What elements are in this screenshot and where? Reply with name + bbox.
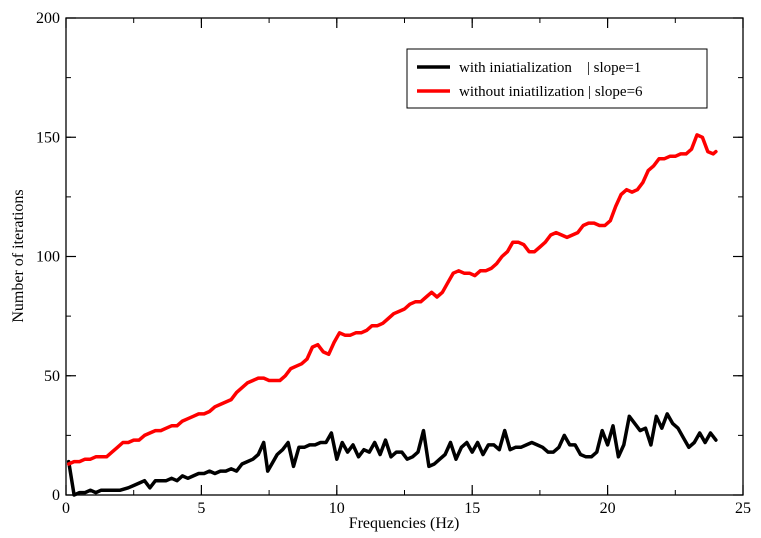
legend: with iniatialization | slope=1 without i… bbox=[406, 48, 708, 109]
y-tick-label: 100 bbox=[36, 249, 60, 266]
legend-label-with-initialization: with iniatialization | slope=1 bbox=[459, 60, 641, 76]
legend-label-without-initialization: without iniatilization | slope=6 bbox=[459, 84, 643, 100]
x-tick-label: 5 bbox=[197, 500, 205, 517]
y-axis-label: Number of iterations bbox=[10, 189, 27, 322]
legend-box bbox=[406, 48, 708, 109]
y-tick-label: 50 bbox=[44, 368, 60, 385]
x-tick-label: 0 bbox=[62, 500, 70, 517]
x-tick-label: 20 bbox=[600, 500, 616, 517]
x-tick-label: 10 bbox=[329, 500, 345, 517]
y-tick-label: 200 bbox=[36, 10, 60, 27]
series-line-without-initialization bbox=[66, 133, 718, 466]
series-line-with-initialization bbox=[66, 412, 718, 497]
y-tick-label: 150 bbox=[36, 129, 60, 146]
x-tick-label: 25 bbox=[735, 500, 751, 517]
series-layer bbox=[66, 133, 718, 497]
axis-ticks: 0 5 10 15 20 25 0 50 100 150 200 bbox=[36, 10, 751, 517]
x-axis-label: Frequencies (Hz) bbox=[349, 515, 460, 532]
y-tick-label: 0 bbox=[52, 487, 60, 504]
x-tick-label: 15 bbox=[464, 500, 480, 517]
